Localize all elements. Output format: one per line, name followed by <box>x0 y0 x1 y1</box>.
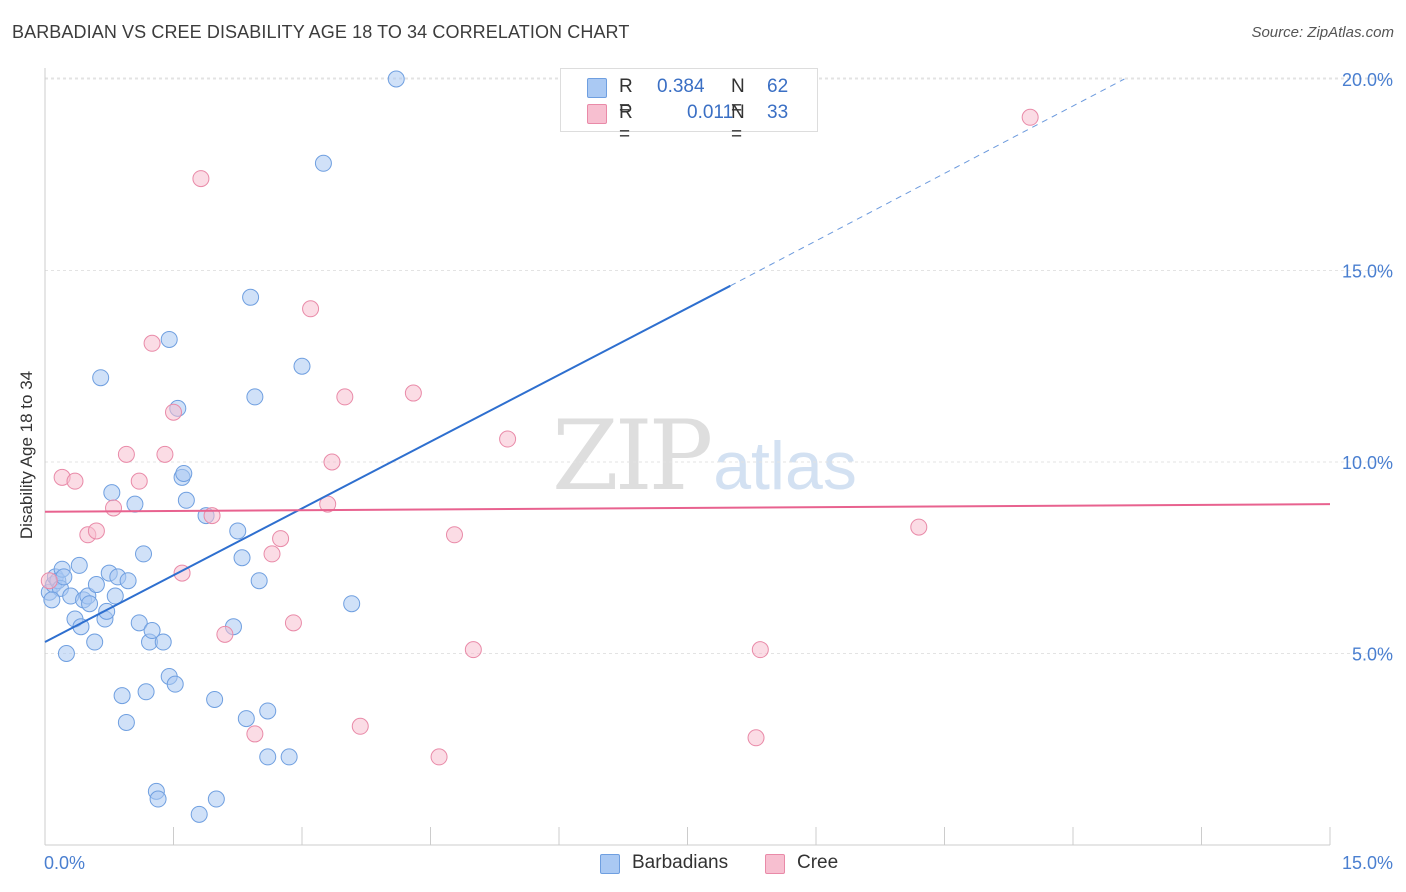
barbadian-point <box>175 464 193 482</box>
cree-point <box>263 545 281 563</box>
barbadian-point <box>137 683 155 701</box>
cree-point <box>143 334 161 352</box>
cree-point <box>747 729 765 747</box>
barbadian-point <box>70 556 88 574</box>
barbadian-point <box>387 70 405 88</box>
legend-r-label: R = <box>619 102 633 145</box>
cree-point <box>246 725 264 743</box>
barbadian-point <box>87 576 105 594</box>
barbadian-point <box>237 710 255 728</box>
cree-point <box>430 748 448 766</box>
cree-point <box>445 526 463 544</box>
barbadian-point <box>126 495 144 513</box>
barbadian-point <box>55 568 73 586</box>
source-credit: Source: ZipAtlas.com <box>1251 24 1394 41</box>
legend-n-value: 62 <box>767 76 789 97</box>
legend-n-value: 33 <box>767 102 789 123</box>
cree-point <box>117 445 135 463</box>
barbadian-point <box>57 645 75 662</box>
x-tick-label: 15.0% <box>1342 853 1393 873</box>
barbadian-point <box>259 702 277 720</box>
cree-point <box>192 170 210 188</box>
cree-point <box>156 445 174 463</box>
barbadian-trendline-extension <box>730 78 1125 287</box>
cree-point <box>302 300 320 318</box>
barbadian-point <box>143 622 161 640</box>
stats-legend: R = 0.384 N = 62 R = 0.011 N = 33 <box>560 68 818 145</box>
legend-n-label: N = <box>731 102 745 145</box>
barbadian-point <box>160 330 178 348</box>
series-label-cree: Cree <box>797 852 839 873</box>
watermark: ZIPatlas <box>552 400 857 512</box>
barbadian-point <box>343 595 361 613</box>
cree-point <box>323 453 341 471</box>
barbadian-point <box>43 591 61 609</box>
cree-point <box>105 499 123 517</box>
y-tick-label: 5.0% <box>1352 645 1393 665</box>
barbadian-point <box>130 614 148 632</box>
barbadian-trendline <box>44 284 731 643</box>
cree-point <box>336 388 354 406</box>
barbadian-point <box>233 549 251 567</box>
barbadian-point <box>98 602 116 620</box>
barbadian-point <box>149 790 167 808</box>
barbadian-point <box>177 491 195 509</box>
cree-point <box>272 530 290 548</box>
barbadian-point <box>135 545 153 563</box>
cree-point <box>130 472 148 490</box>
cree-point <box>910 518 928 536</box>
cree-point <box>499 430 517 448</box>
series-label-barbadians: Barbadians <box>632 852 729 873</box>
cree-point <box>404 384 422 402</box>
barbadian-point <box>293 357 311 375</box>
legend-r-value: 0.384 <box>657 76 705 97</box>
barbadian-point <box>246 388 264 406</box>
x-tick-label: 0.0% <box>44 853 85 873</box>
barbadian-point <box>92 369 110 387</box>
cree-point <box>40 572 58 590</box>
barbadian-point <box>106 587 124 605</box>
legend-r-value: 0.011 <box>687 102 734 123</box>
barbadian-point <box>81 595 99 613</box>
chart-title: BARBADIAN VS CREE DISABILITY AGE 18 TO 3… <box>12 22 630 42</box>
barbadian-point <box>229 522 247 540</box>
barbadian-point <box>259 748 277 766</box>
cree-point <box>351 717 369 735</box>
legend-n-label: N = <box>731 76 745 119</box>
barbadian-point <box>166 675 184 693</box>
barbadian-point <box>206 690 224 708</box>
barbadian-point <box>250 572 268 590</box>
y-tick-label: 15.0% <box>1342 262 1393 282</box>
cree-point <box>165 403 182 421</box>
cree-point <box>66 472 84 490</box>
barbadian-point <box>280 748 298 766</box>
cree-point <box>464 641 482 659</box>
y-tick-label: 20.0% <box>1342 70 1393 90</box>
cree-point <box>1021 108 1039 126</box>
series-swatch-barbadians <box>600 854 620 874</box>
series-swatch-cree <box>765 854 785 874</box>
y-tick-label: 10.0% <box>1342 453 1393 473</box>
barbadian-point <box>117 713 135 731</box>
legend-swatch-barbadians <box>587 78 607 98</box>
barbadian-point <box>113 687 131 705</box>
cree-point <box>87 522 105 540</box>
barbadian-point <box>190 805 208 823</box>
cree-point <box>216 625 234 643</box>
barbadian-point <box>86 633 104 651</box>
watermark-atlas: atlas <box>713 428 857 504</box>
barbadian-point <box>103 484 121 502</box>
cree-point <box>751 641 769 659</box>
barbadian-point <box>207 790 225 808</box>
cree-trendline <box>44 503 1331 513</box>
barbadian-point <box>242 288 260 306</box>
legend-swatch-cree <box>587 104 607 124</box>
barbadian-point <box>314 154 332 172</box>
watermark-zip: ZIP <box>552 400 713 512</box>
legend-r-label: R = <box>619 76 633 119</box>
cree-point <box>284 614 302 632</box>
barbadian-point <box>154 633 172 651</box>
barbadian-point <box>119 572 137 590</box>
